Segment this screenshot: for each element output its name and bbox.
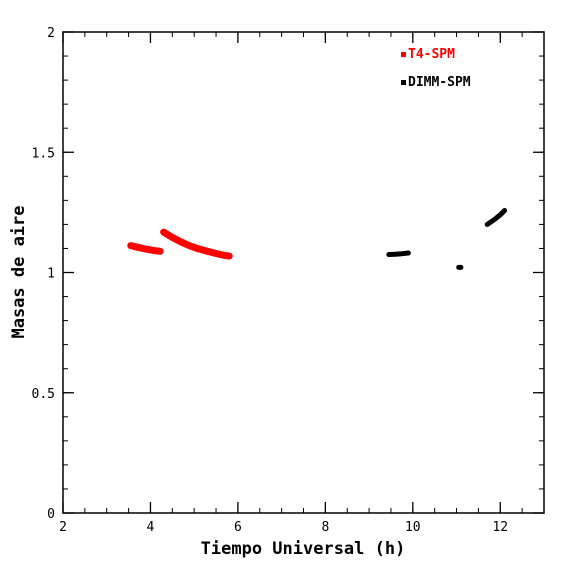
plot-frame (62, 31, 545, 514)
y-tick-label: 1.5 (32, 146, 55, 161)
x-tick-label: 2 (59, 520, 67, 535)
legend-marker-t4-spm (401, 52, 406, 57)
data-marks (127, 208, 508, 270)
x-tick-label: 4 (147, 520, 155, 535)
x-tick-label: 8 (321, 520, 329, 535)
series-t4-spm-segment-0 (127, 242, 164, 255)
x-axis-title: Tiempo Universal (h) (201, 539, 406, 559)
axis-ticks (62, 31, 545, 514)
x-tick-label: 12 (492, 520, 508, 535)
y-tick-label: 1 (47, 267, 55, 282)
legend-label-t4-spm: T4-SPM (408, 47, 455, 62)
y-axis-title: Masas de aire (9, 205, 29, 338)
x-tick-label: 10 (405, 520, 421, 535)
y-tick-label: 0 (47, 507, 55, 522)
legend: T4-SPM DIMM-SPM (401, 47, 471, 90)
series-dimm-spm-segment-0 (386, 250, 411, 257)
tick-labels: 2 4 6 8 10 12 0 0.5 1 1.5 2 (32, 26, 509, 535)
series-t4-spm-segment-1 (160, 228, 233, 260)
y-tick-label: 2 (47, 26, 55, 41)
y-tick-label: 0.5 (32, 387, 55, 402)
legend-marker-dimm-spm (401, 80, 406, 85)
legend-label-dimm-spm: DIMM-SPM (408, 75, 471, 90)
x-tick-label: 6 (234, 520, 242, 535)
series-dimm-spm-segment-2 (484, 208, 508, 227)
